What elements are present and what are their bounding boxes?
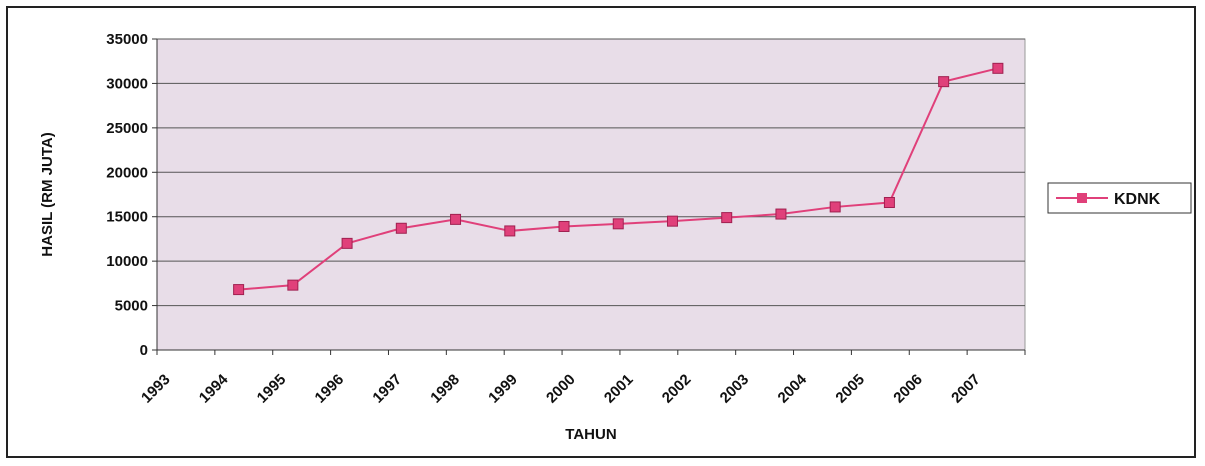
data-point-marker — [612, 218, 624, 230]
x-tick-label: 2000 — [543, 371, 579, 407]
y-tick-label: 35000 — [106, 31, 148, 48]
y-axis-ticks: 0 5000 10000 15000 20000 25000 30000 35000 — [106, 31, 157, 359]
data-point-marker — [450, 213, 462, 225]
legend: KDNK — [1047, 182, 1192, 214]
x-tick-label: 2007 — [948, 371, 984, 407]
data-point-marker — [829, 201, 841, 213]
series-kdnk — [233, 62, 1004, 296]
x-tick-label: 1993 — [138, 371, 174, 407]
y-tick-label: 15000 — [106, 209, 148, 226]
x-tick-label: 1994 — [196, 371, 232, 407]
y-tick-label: 30000 — [106, 75, 148, 92]
y-tick-label: 5000 — [115, 298, 148, 315]
x-tick-label: 1998 — [427, 371, 463, 407]
y-tick-label: 25000 — [106, 120, 148, 137]
x-tick-label: 1996 — [312, 371, 348, 407]
data-point-marker — [775, 208, 787, 220]
data-point-marker — [666, 215, 678, 227]
y-tick-label: 0 — [140, 342, 148, 359]
x-tick-label: 2006 — [890, 371, 926, 407]
x-tick-label: 1999 — [485, 371, 521, 407]
x-axis-ticks: 1993 1994 1995 1996 1997 1998 1999 2000 2001 2002… — [138, 350, 1026, 407]
data-point-marker — [233, 284, 245, 296]
legend-label: KDNK — [1114, 191, 1161, 208]
grid-lines — [156, 38, 1025, 351]
x-tick-label: 1995 — [254, 371, 290, 407]
data-point-marker — [883, 196, 895, 208]
data-point-marker — [287, 279, 299, 291]
x-tick-label: 2002 — [659, 371, 695, 407]
x-tick-label: 2005 — [832, 371, 868, 407]
data-point-marker — [504, 225, 516, 237]
data-point-marker — [938, 76, 950, 88]
x-axis-title: TAHUN — [565, 426, 616, 443]
legend-marker-swatch — [1077, 193, 1087, 203]
data-point-marker — [395, 222, 407, 234]
y-tick-label: 20000 — [106, 164, 148, 181]
x-tick-label: 2001 — [601, 371, 637, 407]
x-tick-label: 2004 — [775, 371, 811, 407]
plot-area — [156, 38, 1026, 351]
data-point-marker — [341, 237, 353, 249]
data-point-marker — [992, 62, 1004, 74]
x-tick-label: 1997 — [369, 371, 405, 407]
data-point-marker — [721, 212, 733, 224]
data-point-marker — [558, 220, 570, 232]
x-tick-label: 2003 — [717, 371, 753, 407]
y-axis-title: HASIL (RM JUTA) — [39, 132, 56, 256]
y-tick-label: 10000 — [106, 253, 148, 270]
